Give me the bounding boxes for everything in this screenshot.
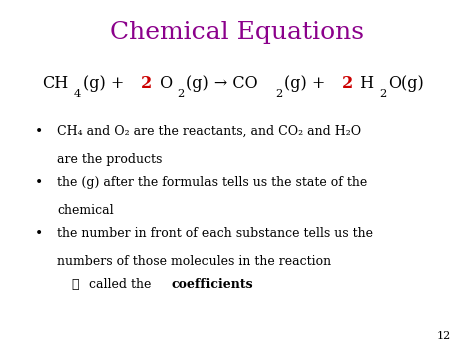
- Text: 2: 2: [275, 89, 282, 99]
- Text: O: O: [155, 75, 173, 92]
- Text: the (g) after the formulas tells us the state of the: the (g) after the formulas tells us the …: [57, 176, 367, 189]
- Text: 12: 12: [437, 331, 451, 341]
- Text: 2: 2: [379, 89, 386, 99]
- Text: numbers of those molecules in the reaction: numbers of those molecules in the reacti…: [57, 255, 331, 268]
- Text: •: •: [35, 176, 43, 190]
- Text: 2: 2: [177, 89, 184, 99]
- Text: (g) +: (g) +: [83, 75, 130, 92]
- Text: 2: 2: [141, 75, 152, 92]
- Text: chemical: chemical: [57, 204, 114, 217]
- Text: O(g): O(g): [388, 75, 424, 92]
- Text: •: •: [35, 125, 43, 139]
- Text: called the: called the: [89, 278, 155, 291]
- Text: ✓: ✓: [71, 278, 78, 291]
- Text: 2: 2: [341, 75, 353, 92]
- Text: CH₄ and O₂ are the reactants, and CO₂ and H₂O: CH₄ and O₂ are the reactants, and CO₂ an…: [57, 125, 361, 138]
- Text: the number in front of each substance tells us the: the number in front of each substance te…: [57, 227, 373, 240]
- Text: CH: CH: [42, 75, 68, 92]
- Text: (g) +: (g) +: [284, 75, 330, 92]
- Text: •: •: [35, 227, 43, 241]
- Text: are the products: are the products: [57, 153, 163, 166]
- Text: coefficients: coefficients: [171, 278, 253, 291]
- Text: Chemical Equations: Chemical Equations: [110, 21, 364, 44]
- Text: (g) → CO: (g) → CO: [186, 75, 258, 92]
- Text: H: H: [356, 75, 374, 92]
- Text: 4: 4: [74, 89, 82, 99]
